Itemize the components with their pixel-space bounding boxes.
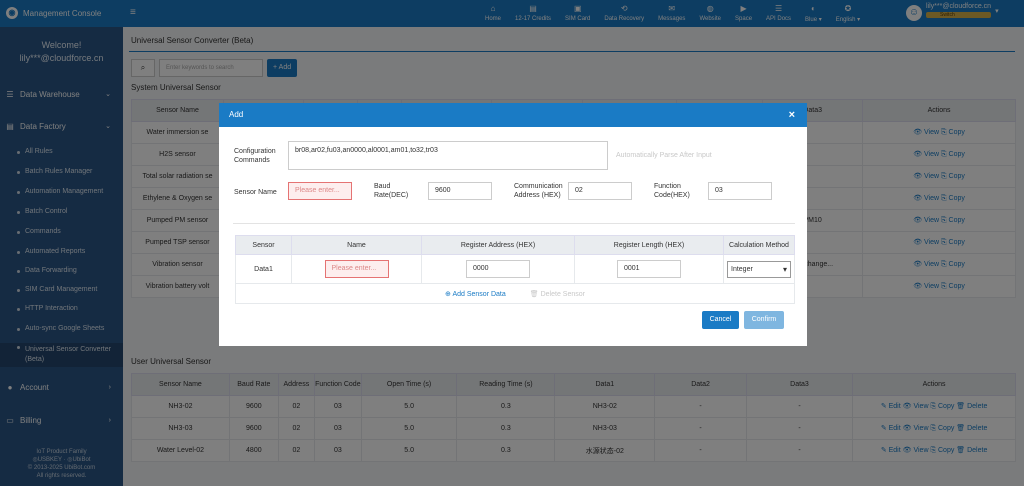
add-sensor-data-button[interactable]: ⊕ Add Sensor Data (445, 290, 506, 298)
sensor-data-name-input[interactable]: Please enter... (324, 260, 389, 278)
reg-addr-cell: 0000 (421, 254, 575, 284)
confirm-button[interactable]: Confirm (744, 311, 784, 329)
comm-address-label: Communication Address (HEX) (514, 183, 563, 199)
delete-sensor-button[interactable]: 🗑 Delete Sensor (529, 290, 585, 298)
reg-len-cell: 0001 (574, 254, 724, 284)
col-register-address: Register Address (HEX) (421, 235, 575, 255)
register-length-input[interactable]: 0001 (617, 260, 681, 278)
calc-cell: Integer (723, 254, 795, 284)
sensor-cell: Data1 (235, 254, 292, 284)
sensor-name-label: Sensor Name (234, 189, 277, 196)
name-cell: Please enter... (291, 254, 422, 284)
modal-title: Add (229, 110, 244, 119)
modal-header: Add × (219, 103, 807, 127)
cancel-button[interactable]: Cancel (702, 311, 739, 329)
col-register-length: Register Length (HEX) (574, 235, 724, 255)
table-actions: ⊕ Add Sensor Data 🗑 Delete Sensor (235, 284, 795, 304)
auto-parse-hint: Automatically Parse After Input (616, 152, 712, 159)
sensor-name-input[interactable]: Please enter... (288, 182, 352, 200)
comm-address-input[interactable]: 02 (568, 182, 632, 200)
function-code-label: Function Code(HEX) (654, 183, 690, 199)
sensor-data-table: Sensor Name Register Address (HEX) Regis… (235, 235, 795, 284)
col-name: Name (291, 235, 422, 255)
config-label: Configuration Commands (234, 148, 276, 164)
baud-rate-input[interactable]: 9600 (428, 182, 492, 200)
baud-rate-label: Baud Rate(DEC) (374, 183, 409, 199)
table-row: Data1 Please enter... 0000 0001 Integer (235, 254, 795, 284)
col-sensor: Sensor (235, 235, 292, 255)
function-code-input[interactable]: 03 (708, 182, 772, 200)
register-address-input[interactable]: 0000 (466, 260, 530, 278)
col-calculation-method: Calculation Method (723, 235, 795, 255)
calculation-method-select[interactable]: Integer (727, 260, 791, 278)
add-modal: Add × Configuration Commands br08,ar02,f… (219, 103, 807, 346)
config-commands-textarea[interactable]: br08,ar02,fu03,an0000,al0001,am01,to32,t… (288, 141, 608, 170)
close-icon[interactable]: × (788, 109, 795, 121)
modal-divider (233, 223, 795, 224)
